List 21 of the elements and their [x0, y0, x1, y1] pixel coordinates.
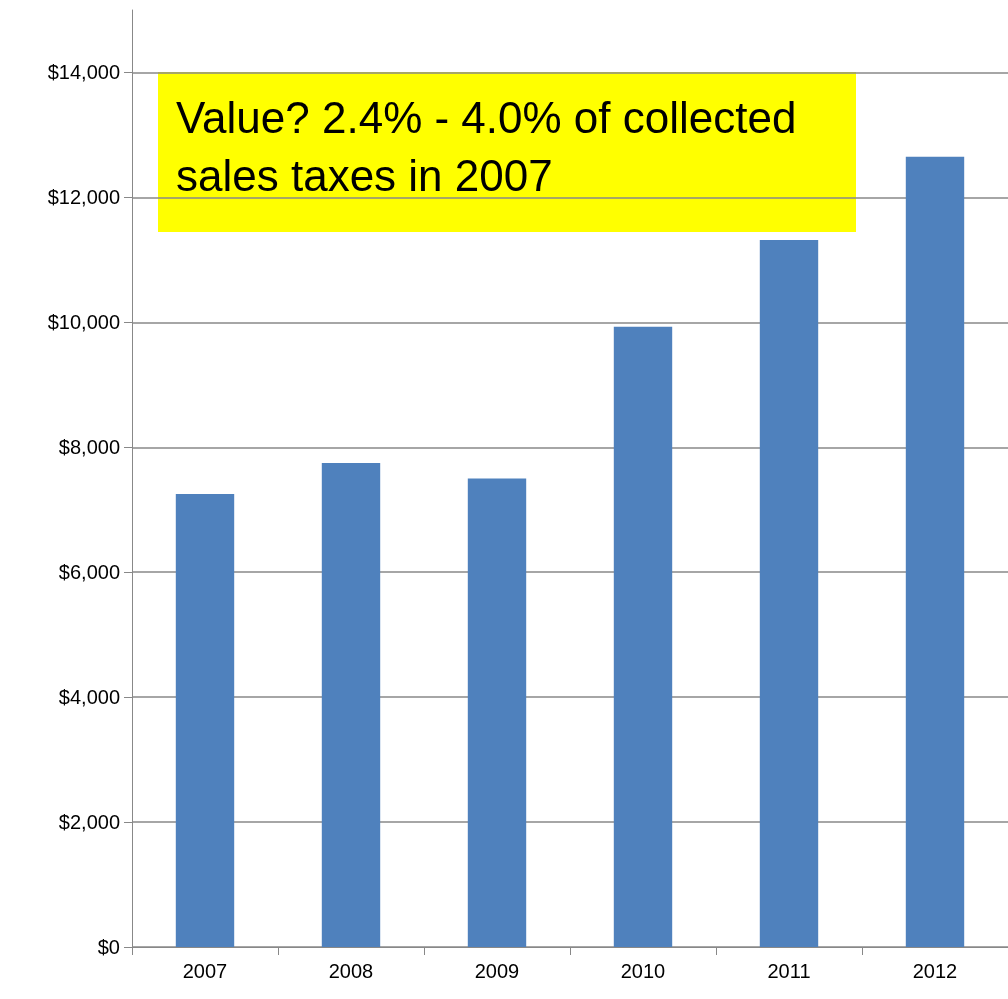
y-tick-label: $6,000	[58, 561, 120, 584]
y-tick-label: $12,000	[47, 186, 120, 209]
x-tick-label: 2012	[912, 960, 958, 982]
y-tick-label: $14,000	[47, 61, 120, 84]
bar	[905, 156, 965, 947]
bar	[613, 326, 673, 947]
y-tick-label: $10,000	[47, 311, 120, 334]
bar	[321, 462, 381, 947]
x-tick-label: 2011	[767, 960, 811, 982]
y-tick-label: $4,000	[58, 686, 120, 709]
annotation: Value? 2.4% - 4.0% of collected sales taxes in 2007	[176, 92, 809, 200]
x-tick-label: 2009	[474, 960, 520, 982]
bar	[175, 494, 235, 947]
bar	[467, 478, 527, 947]
x-tick-label: 2008	[328, 960, 374, 982]
y-tick-label: $8,000	[58, 436, 120, 459]
bar	[759, 239, 819, 947]
y-tick-label: $2,000	[58, 811, 120, 834]
x-tick-label: 2010	[620, 960, 666, 982]
y-tick-label: $0	[97, 936, 120, 958]
x-tick-label: 2007	[182, 960, 228, 982]
